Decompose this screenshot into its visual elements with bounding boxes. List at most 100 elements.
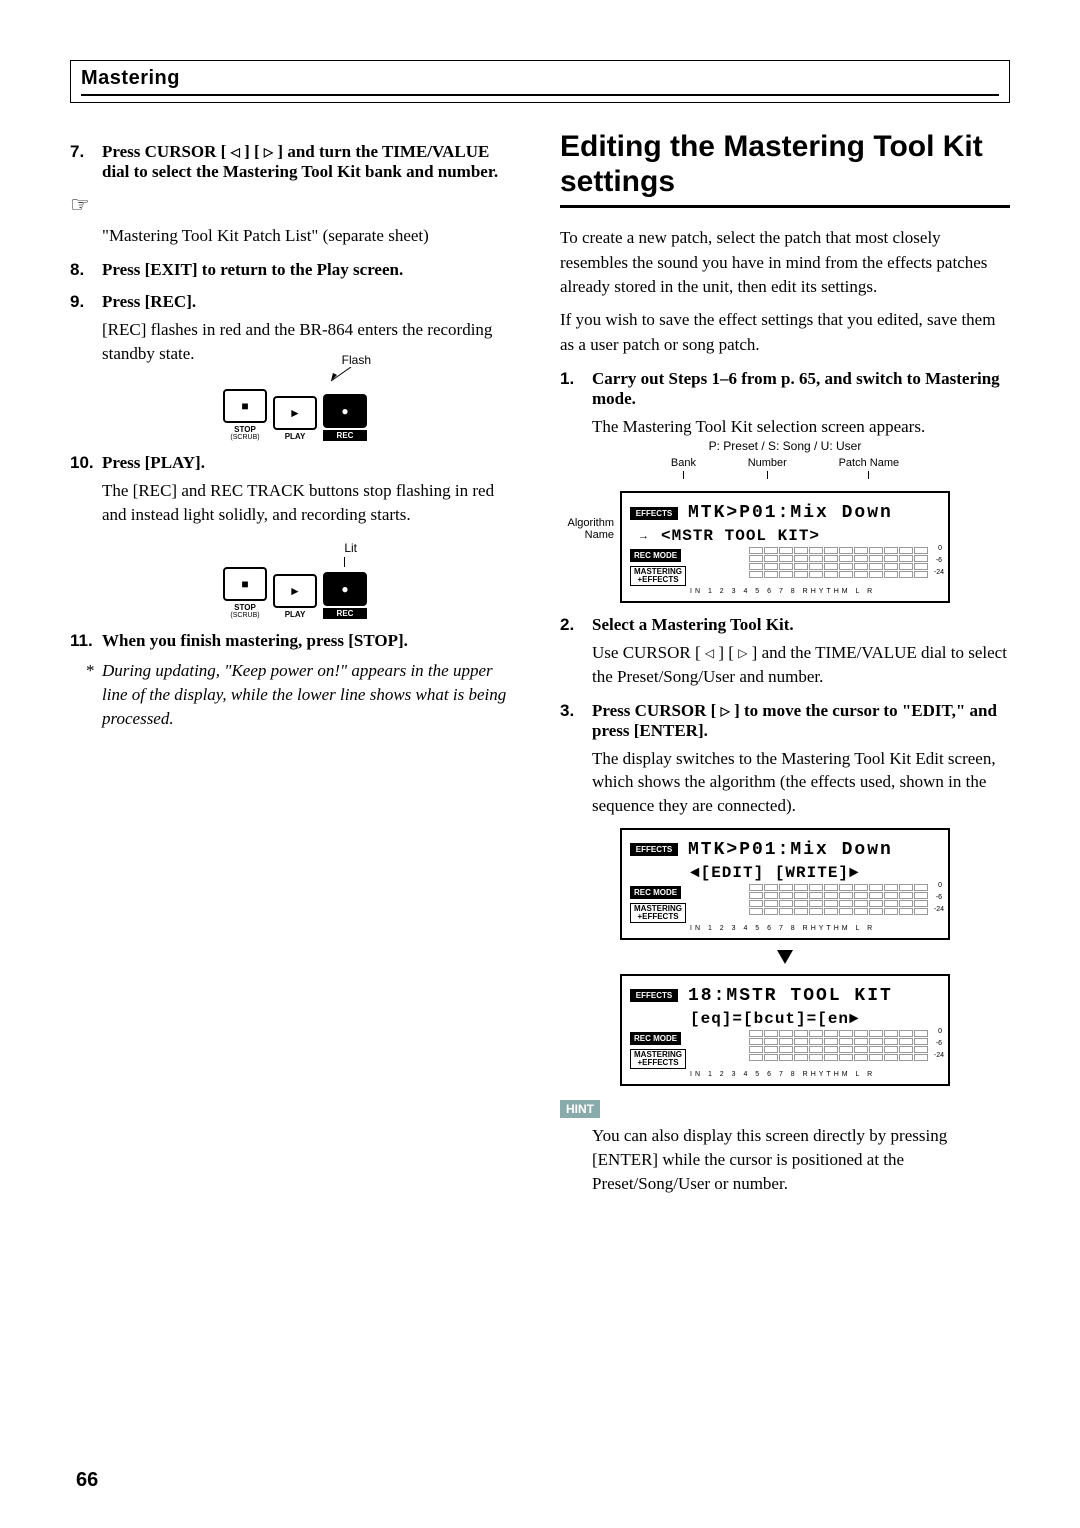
- algorithm-name-label: Algorithm Name: [558, 517, 614, 541]
- meter-scale: IN 1 2 3 4 5 6 7 8 RHYTHM L R: [690, 925, 940, 932]
- db-24: -24: [934, 1052, 944, 1059]
- step-text: Press [PLAY].: [102, 453, 520, 473]
- label: REC: [323, 430, 367, 441]
- footnote: * During updating, "Keep power on!" appe…: [102, 659, 520, 730]
- lcd-screen-1: EFFECTS MTK>P01:Mix Down → <MSTR TOOL KI…: [620, 491, 950, 603]
- step3-desc: The display switches to the Mastering To…: [592, 747, 1010, 818]
- rec-icon: ●: [341, 582, 348, 596]
- step-number: 3.: [560, 701, 592, 741]
- step-number: 8.: [70, 260, 102, 280]
- text: Use CURSOR [: [592, 643, 701, 662]
- label: PLAY: [273, 432, 317, 441]
- stop-icon: ■: [241, 399, 248, 413]
- intro-para-1: To create a new patch, select the patch …: [560, 226, 1010, 300]
- lcd-line-2: <MSTR TOOL KIT>: [661, 527, 820, 545]
- lcd-screen-3: EFFECTS 18:MSTR TOOL KIT [eq]=[bcut]=[en…: [620, 974, 950, 1086]
- label-bank: Bank: [671, 457, 696, 481]
- cursor-left-icon: ◁: [231, 145, 240, 159]
- right-column: Editing the Mastering Tool Kit settings …: [560, 130, 1010, 1195]
- label: STOP: [223, 603, 267, 612]
- pointer-row: ☞: [70, 192, 520, 218]
- transport-figure-lit: Lit ■ STOP (SCRUB) ► PLAY ● REC: [70, 541, 520, 619]
- step2-desc: Use CURSOR [ ◁ ] [ ▷ ] and the TIME/VALU…: [592, 641, 1010, 689]
- step-8: 8. Press [EXIT] to return to the Play sc…: [70, 260, 520, 280]
- step-number: 7.: [70, 142, 102, 182]
- recmode-badge: REC MODE: [630, 886, 681, 899]
- label: PLAY: [273, 610, 317, 619]
- step-text: Press [REC].: [102, 292, 520, 312]
- lcd-line-1: 18:MSTR TOOL KIT: [688, 986, 893, 1006]
- db-6: -6: [936, 1040, 942, 1047]
- page-number: 66: [76, 1469, 98, 1492]
- step-number: 10.: [70, 453, 102, 473]
- play-icon: ►: [289, 406, 301, 420]
- section-header-box: Mastering: [70, 60, 1010, 103]
- db-6: -6: [936, 557, 942, 564]
- lcd-screen-2: EFFECTS MTK>P01:Mix Down ◄[EDIT] [WRITE]…: [620, 828, 950, 940]
- step-number: 11.: [70, 631, 102, 651]
- step-text: When you finish mastering, press [STOP].: [102, 631, 520, 651]
- rec-icon: ●: [341, 404, 348, 418]
- mastering-badge: MASTERING +EFFECTS: [630, 1049, 686, 1069]
- level-meters: 0 -6 -24: [749, 547, 928, 583]
- arrow-icon: →: [638, 530, 649, 542]
- hint-text: You can also display this screen directl…: [592, 1124, 1010, 1195]
- flash-label: Flash: [342, 353, 371, 367]
- mastering-badge: MASTERING +EFFECTS: [630, 903, 686, 923]
- lcd-top-labels: Bank Number Patch Name: [645, 457, 925, 481]
- text: Press CURSOR [: [102, 142, 226, 161]
- cursor-right-icon: ▷: [264, 145, 273, 159]
- cursor-left-icon: ◁: [705, 646, 714, 660]
- level-meters: 0 -6 -24: [749, 884, 928, 920]
- step-9: 9. Press [REC].: [70, 292, 520, 312]
- db-6: -6: [936, 894, 942, 901]
- play-desc: The [REC] and REC TRACK buttons stop fla…: [102, 479, 520, 527]
- step-text: Select a Mastering Tool Kit.: [592, 615, 1010, 635]
- play-icon: ►: [289, 584, 301, 598]
- step-3: 3. Press CURSOR [ ▷ ] to move the cursor…: [560, 701, 1010, 741]
- meter-scale: IN 1 2 3 4 5 6 7 8 RHYTHM L R: [690, 588, 940, 595]
- pointer-icon: ☞: [70, 192, 90, 218]
- rec-button-graphic: ● REC: [323, 572, 367, 619]
- callout-arrow-icon: [311, 367, 361, 385]
- step-text: Press [EXIT] to return to the Play scree…: [102, 260, 520, 280]
- stop-button-graphic: ■ STOP (SCRUB): [223, 389, 267, 441]
- lit-label: Lit: [223, 541, 367, 555]
- transport-figure-flash: Flash ■ STOP (SCRUB) ► PLAY: [70, 379, 520, 441]
- play-button-graphic: ► PLAY: [273, 396, 317, 441]
- step-11: 11. When you finish mastering, press [ST…: [70, 631, 520, 651]
- step-2: 2. Select a Mastering Tool Kit.: [560, 615, 1010, 635]
- left-column: 7. Press CURSOR [ ◁ ] [ ▷ ] and turn the…: [70, 130, 520, 1195]
- play-button-graphic: ► PLAY: [273, 574, 317, 619]
- db-24: -24: [934, 569, 944, 576]
- label: REC: [323, 608, 367, 619]
- effects-badge: EFFECTS: [630, 507, 678, 520]
- asterisk-icon: *: [86, 659, 102, 730]
- topic-title: Editing the Mastering Tool Kit settings: [560, 130, 1010, 208]
- content-columns: 7. Press CURSOR [ ◁ ] [ ▷ ] and turn the…: [70, 130, 1010, 1195]
- sublabel: (SCRUB): [223, 612, 267, 619]
- effects-badge: EFFECTS: [630, 843, 678, 856]
- db-0: 0: [938, 882, 942, 889]
- step-text: Carry out Steps 1–6 from p. 65, and swit…: [592, 369, 1010, 409]
- stop-icon: ■: [241, 577, 248, 591]
- text: Press CURSOR [: [592, 701, 716, 720]
- mastering-badge: MASTERING +EFFECTS: [630, 566, 686, 586]
- label-number: Number: [748, 457, 787, 481]
- step-number: 2.: [560, 615, 592, 635]
- cursor-right-icon: ▷: [721, 704, 730, 718]
- lcd-line-2: ◄[EDIT] [WRITE]►: [690, 864, 860, 882]
- meter-scale: IN 1 2 3 4 5 6 7 8 RHYTHM L R: [690, 1071, 940, 1078]
- step-number: 9.: [70, 292, 102, 312]
- step-number: 1.: [560, 369, 592, 409]
- lcd-line-1: MTK>P01:Mix Down: [688, 840, 893, 860]
- lcd-line-2: [eq]=[bcut]=[en►: [690, 1010, 860, 1028]
- down-arrow-icon: [777, 950, 793, 964]
- sublabel: (SCRUB): [223, 434, 267, 441]
- lcd-caption: P: Preset / S: Song / U: User: [560, 439, 1010, 453]
- step-7: 7. Press CURSOR [ ◁ ] [ ▷ ] and turn the…: [70, 142, 520, 182]
- text: ] [: [718, 643, 734, 662]
- section-title: Mastering: [81, 67, 999, 96]
- patch-list-ref: "Mastering Tool Kit Patch List" (separat…: [102, 224, 520, 248]
- step-1: 1. Carry out Steps 1–6 from p. 65, and s…: [560, 369, 1010, 409]
